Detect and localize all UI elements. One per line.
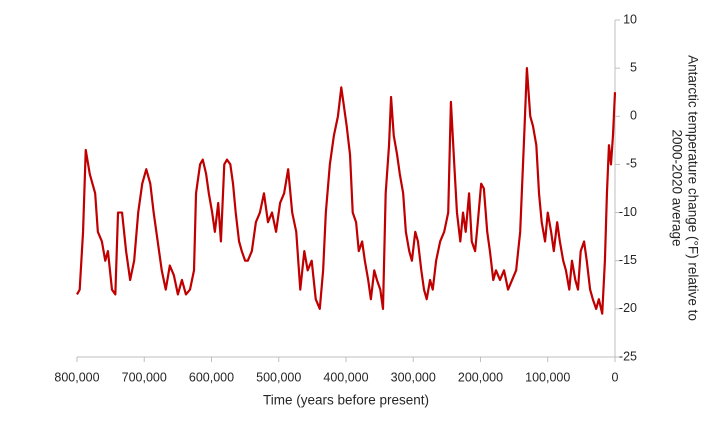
x-tick-label: 300,000	[391, 370, 436, 384]
y-tick-label: -5	[626, 157, 637, 171]
y-tick-label: -10	[619, 205, 637, 219]
x-tick-label: 200,000	[458, 370, 503, 384]
y-axis-label-line: 2000-2020 average	[669, 129, 684, 246]
y-tick-label: 5	[630, 60, 637, 74]
y-tick-label: -20	[619, 301, 637, 315]
x-tick-label: 800,000	[54, 370, 99, 384]
y-axis-label: Antarctic temperature change (°F) relati…	[669, 55, 700, 321]
x-tick-label: 100,000	[525, 370, 570, 384]
y-tick-label: -15	[619, 253, 637, 267]
x-tick-label: 0	[612, 370, 619, 384]
x-tick-label: 400,000	[323, 370, 368, 384]
x-tick-label: 600,000	[189, 370, 234, 384]
y-tick-label: 10	[623, 12, 637, 26]
y-tick-label: -25	[619, 349, 637, 363]
data-line	[76, 67, 617, 315]
y-tick-label: 0	[630, 109, 637, 123]
x-axis-label: Time (years before present)	[263, 393, 429, 408]
x-tick-label: 700,000	[122, 370, 167, 384]
y-axis-label-line: Antarctic temperature change (°F) relati…	[685, 55, 700, 321]
x-tick-label: 500,000	[256, 370, 301, 384]
